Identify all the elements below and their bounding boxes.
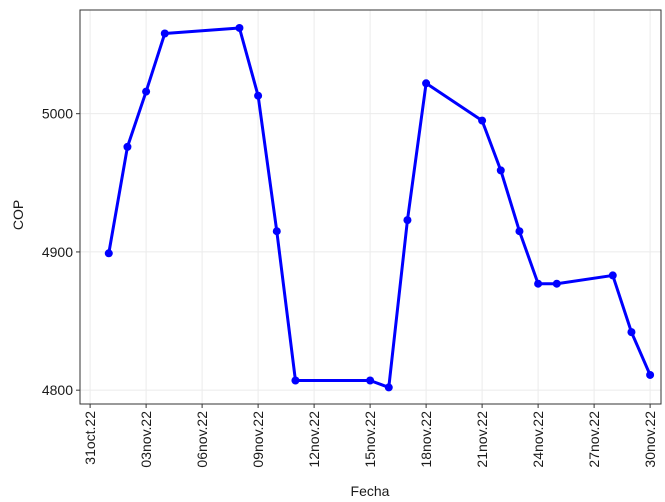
point <box>272 227 281 236</box>
point <box>384 383 393 392</box>
point <box>478 116 487 125</box>
point <box>534 279 543 288</box>
x-tick-label: 15nov.22 <box>362 411 378 468</box>
x-tick-label: 24nov.22 <box>530 411 546 468</box>
point <box>366 376 375 385</box>
point <box>104 249 113 258</box>
point <box>123 142 132 151</box>
x-tick-label: 03nov.22 <box>138 411 154 468</box>
x-tick-label: 09nov.22 <box>250 411 266 468</box>
x-tick-label: 12nov.22 <box>306 411 322 468</box>
x-tick-label: 31oct.22 <box>82 411 98 465</box>
point <box>552 279 561 288</box>
point <box>403 216 412 225</box>
x-axis-label: Fecha <box>351 483 390 499</box>
point <box>422 79 431 88</box>
y-tick-label: 4900 <box>42 244 73 260</box>
point <box>235 23 244 32</box>
point <box>496 166 505 175</box>
point <box>291 376 300 385</box>
y-tick-label: 4800 <box>42 382 73 398</box>
point <box>646 370 655 379</box>
point <box>608 271 617 280</box>
x-tick-label: 06nov.22 <box>194 411 210 468</box>
y-axis-label: COP <box>10 200 26 230</box>
x-tick-label: 18nov.22 <box>418 411 434 468</box>
point <box>627 328 636 337</box>
x-tick-label: 27nov.22 <box>586 411 602 468</box>
point <box>515 227 524 236</box>
plot-border <box>79 9 662 405</box>
point <box>142 87 151 96</box>
x-tick-label: 21nov.22 <box>474 411 490 468</box>
x-tick-label: 30nov.22 <box>642 411 658 468</box>
y-tick-label: 5000 <box>42 106 73 122</box>
point <box>254 91 263 100</box>
point <box>160 29 169 38</box>
